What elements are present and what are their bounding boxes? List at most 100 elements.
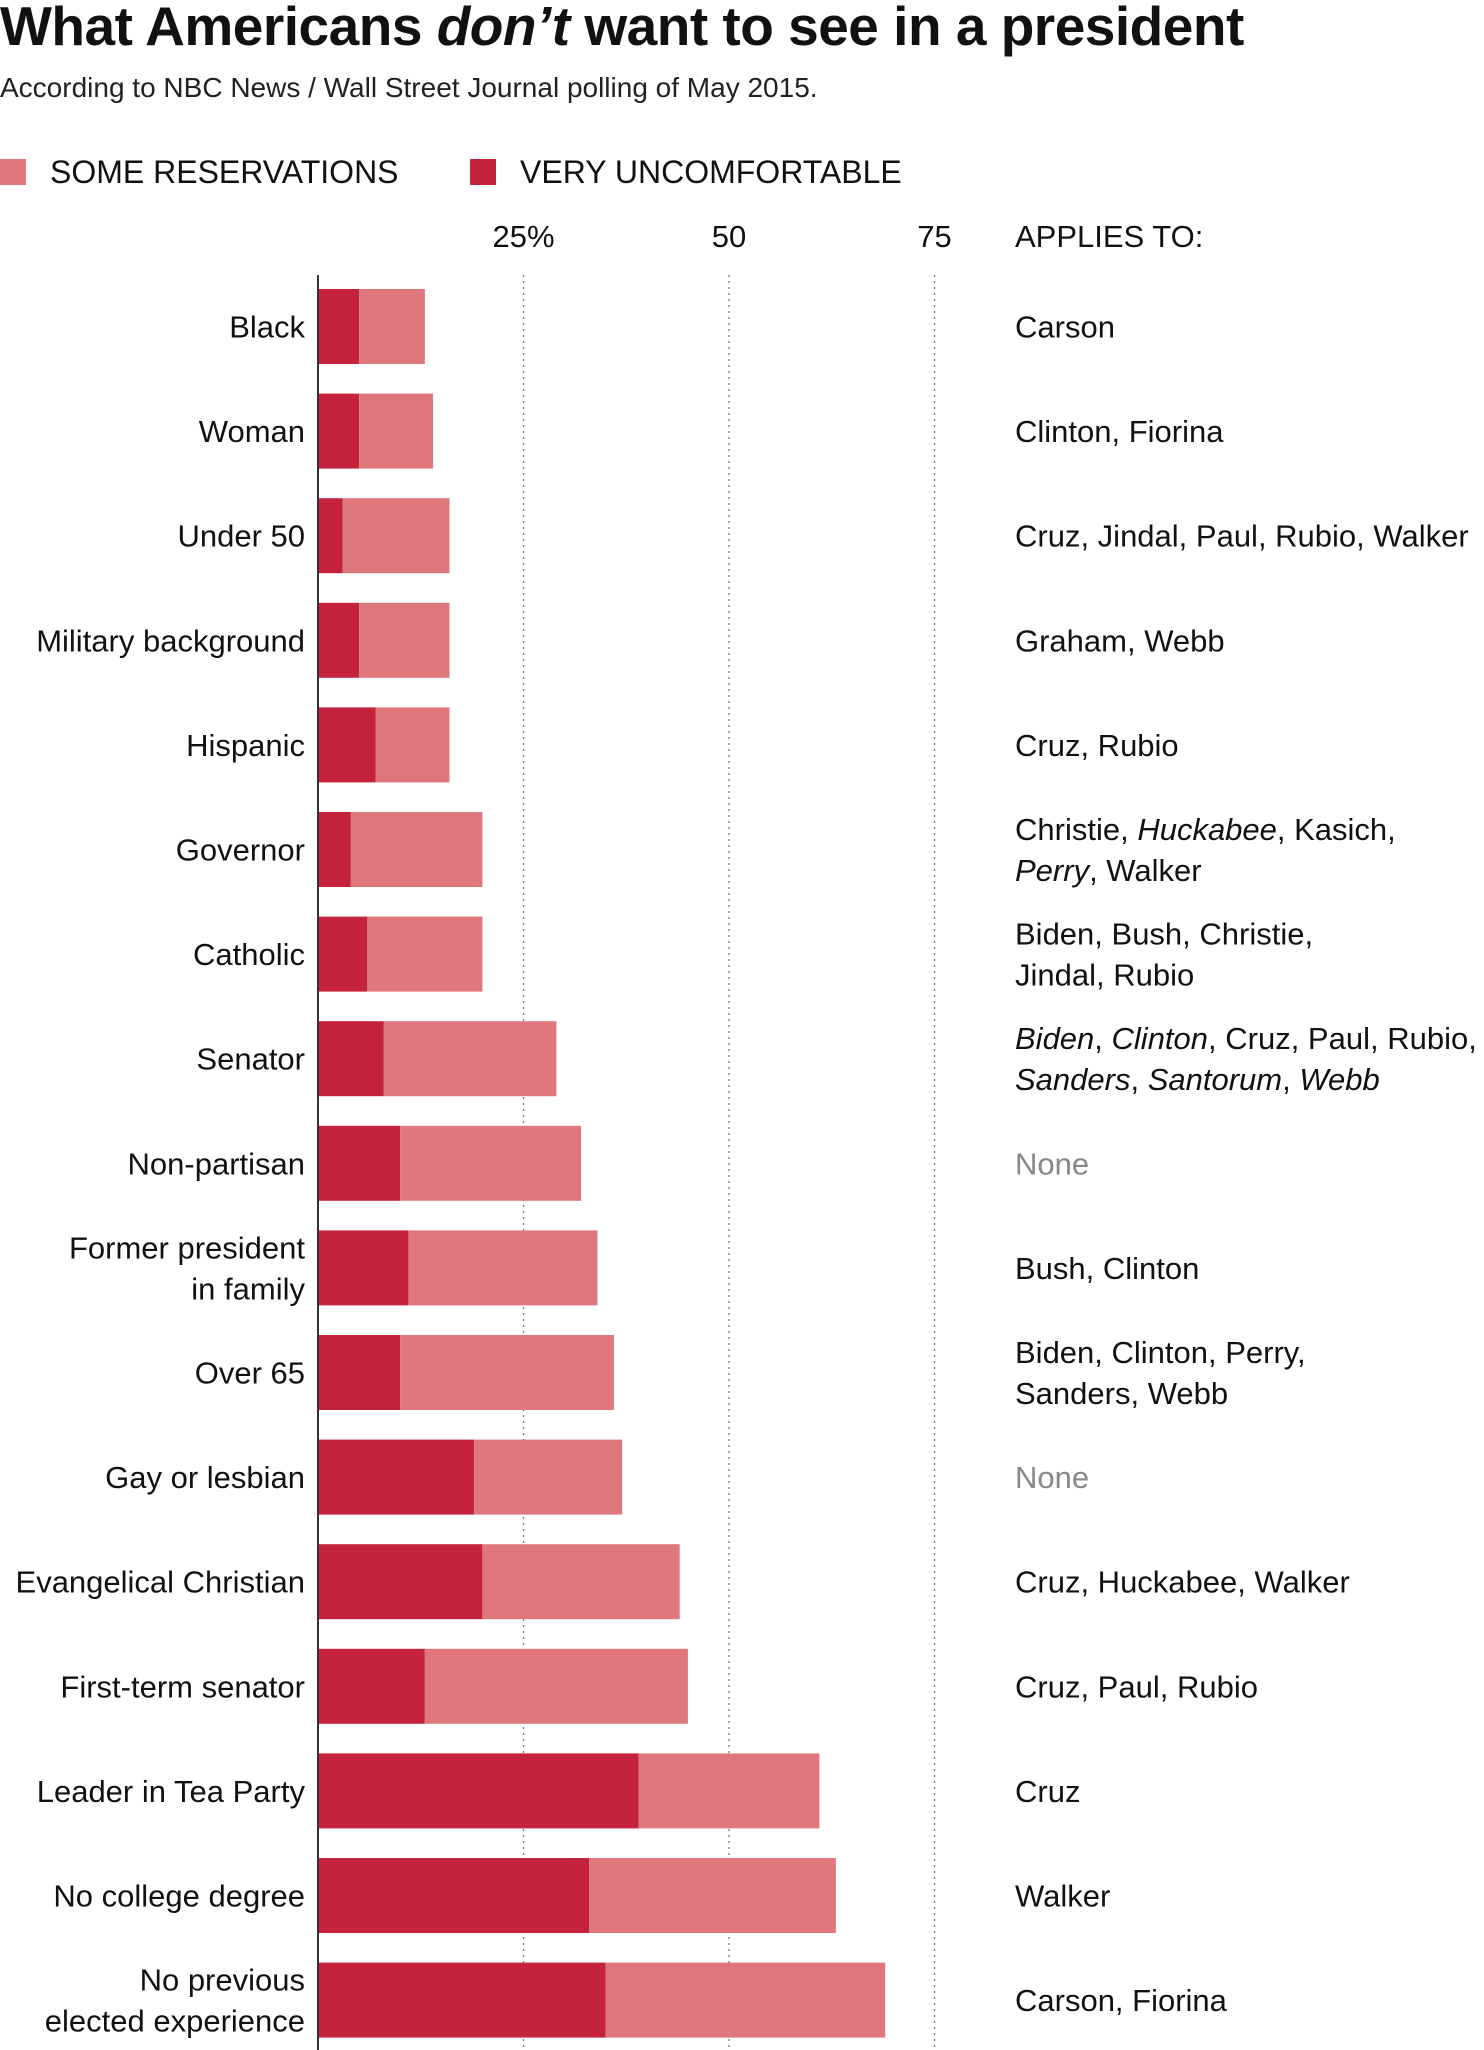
- applies-to-text: Cruz, Paul, Rubio: [1015, 1669, 1258, 1704]
- applies-to-name: Cruz, Huckabee, Walker: [1015, 1565, 1350, 1600]
- category-label: Non-partisan: [128, 1146, 305, 1181]
- bar-some-reservations: [383, 1021, 557, 1097]
- bar-very-uncomfortable: [318, 1648, 425, 1724]
- legend-some-reservations: SOME RESERVATIONS: [0, 152, 399, 192]
- bar-some-reservations: [400, 1125, 582, 1201]
- category-label: Leader in Tea Party: [37, 1774, 306, 1809]
- x-tick-label: 75: [917, 219, 951, 254]
- category-label: Governor: [176, 833, 305, 868]
- applies-to-name: , Cruz, Paul, Rubio,: [1208, 1021, 1477, 1056]
- bar-very-uncomfortable: [318, 1335, 401, 1410]
- applies-to-name: Cruz, Jindal, Paul, Rubio, Walker: [1015, 519, 1469, 554]
- bar-some-reservations: [342, 498, 450, 574]
- applies-to-text: Perry, Walker: [1015, 853, 1202, 888]
- chart-subtitle: According to NBC News / Wall Street Jour…: [0, 72, 818, 103]
- applies-to-text: Cruz: [1015, 1774, 1080, 1809]
- legend-label-some-reservations: SOME RESERVATIONS: [50, 153, 399, 190]
- bar-very-uncomfortable: [318, 602, 360, 678]
- applies-to-name: Perry: [1015, 853, 1092, 888]
- applies-to-text: Biden, Bush, Christie,: [1015, 917, 1313, 952]
- category-label: Former president: [69, 1230, 305, 1265]
- bar-some-reservations: [638, 1753, 820, 1829]
- bar-very-uncomfortable: [318, 393, 360, 469]
- category-label: Woman: [199, 414, 305, 449]
- category-label: Hispanic: [186, 728, 305, 763]
- bar-some-reservations: [400, 1335, 614, 1410]
- applies-to-name: , Walker: [1089, 853, 1202, 888]
- applies-to-name: Carson, Fiorina: [1015, 1983, 1228, 2018]
- applies-to-name: Clinton: [1112, 1021, 1209, 1056]
- applies-to-text: None: [1015, 1146, 1089, 1181]
- applies-to-name: Santorum: [1148, 1062, 1282, 1097]
- applies-to-name: Walker: [1015, 1879, 1110, 1914]
- category-label: elected experience: [45, 2004, 305, 2039]
- bar-very-uncomfortable: [318, 1230, 409, 1306]
- bar-very-uncomfortable: [318, 498, 343, 574]
- applies-to-name: None: [1015, 1460, 1089, 1495]
- applies-to-name: Jindal, Rubio: [1015, 958, 1194, 993]
- bar-some-reservations: [408, 1230, 598, 1306]
- bar-some-reservations: [589, 1858, 836, 1933]
- bar-some-reservations: [359, 393, 434, 469]
- bar-some-reservations: [605, 1962, 886, 2038]
- legend-very-uncomfortable: VERY UNCOMFORTABLE: [470, 152, 902, 192]
- applies-to-name: Biden, Bush, Christie,: [1015, 917, 1313, 952]
- bar-some-reservations: [375, 707, 450, 783]
- applies-to-name: Biden, Clinton, Perry,: [1015, 1335, 1306, 1370]
- applies-to-name: ,: [1130, 1062, 1147, 1097]
- applies-to-text: Biden, Clinton, Perry,: [1015, 1335, 1306, 1370]
- category-label: No college degree: [53, 1879, 305, 1914]
- bar-some-reservations: [367, 916, 483, 992]
- category-label: Military background: [36, 623, 305, 658]
- x-tick-label: 25%: [492, 219, 554, 254]
- bar-very-uncomfortable: [318, 812, 351, 887]
- applies-to-name: Sanders: [1015, 1062, 1130, 1097]
- category-label: Under 50: [177, 519, 305, 554]
- category-label: in family: [191, 1271, 305, 1306]
- applies-to-text: Carson: [1015, 310, 1115, 345]
- applies-to-name: Carson: [1015, 310, 1115, 345]
- applies-to-header: APPLIES TO:: [1015, 219, 1203, 254]
- bar-very-uncomfortable: [318, 1021, 384, 1097]
- applies-to-name: Biden: [1015, 1021, 1094, 1056]
- applies-to-name: , Kasich,: [1277, 812, 1396, 847]
- applies-to-text: Walker: [1015, 1879, 1110, 1914]
- category-label: No previous: [140, 1963, 305, 1998]
- applies-to-text: Jindal, Rubio: [1015, 958, 1194, 993]
- applies-to-text: Sanders, Webb: [1015, 1376, 1228, 1411]
- applies-to-text: Cruz, Jindal, Paul, Rubio, Walker: [1015, 519, 1469, 554]
- applies-to-name: Cruz, Rubio: [1015, 728, 1179, 763]
- applies-to-name: ,: [1282, 1062, 1299, 1097]
- applies-to-name: Christie,: [1015, 812, 1137, 847]
- legend-swatch-some-reservations: [0, 159, 26, 185]
- chart-title: What Americans don’t want to see in a pr…: [0, 0, 1244, 57]
- bar-some-reservations: [359, 602, 450, 678]
- applies-to-name: ,: [1094, 1021, 1111, 1056]
- category-label: Senator: [196, 1042, 305, 1077]
- category-label: Catholic: [193, 937, 305, 972]
- bar-very-uncomfortable: [318, 1753, 639, 1829]
- applies-to-name: Bush, Clinton: [1015, 1251, 1199, 1286]
- category-label: Over 65: [195, 1356, 305, 1391]
- category-label: Black: [229, 310, 305, 345]
- category-label: First-term senator: [60, 1669, 305, 1704]
- applies-to-text: Christie, Huckabee, Kasich,: [1015, 812, 1396, 847]
- bar-very-uncomfortable: [318, 1439, 475, 1515]
- applies-to-name: Cruz, Paul, Rubio: [1015, 1669, 1258, 1704]
- bar-very-uncomfortable: [318, 1858, 590, 1933]
- bar-very-uncomfortable: [318, 289, 360, 364]
- bar-some-reservations: [482, 1544, 680, 1620]
- applies-to-name: Graham, Webb: [1015, 623, 1225, 658]
- bar-very-uncomfortable: [318, 916, 368, 992]
- applies-to-text: Carson, Fiorina: [1015, 1983, 1228, 2018]
- applies-to-name: Clinton, Fiorina: [1015, 414, 1224, 449]
- bar-very-uncomfortable: [318, 707, 376, 783]
- x-tick-label: 50: [712, 219, 746, 254]
- bar-some-reservations: [424, 1648, 688, 1724]
- applies-to-text: None: [1015, 1460, 1089, 1495]
- bar-some-reservations: [474, 1439, 623, 1515]
- legend-label-very-uncomfortable: VERY UNCOMFORTABLE: [520, 153, 902, 190]
- applies-to-name: Sanders, Webb: [1015, 1376, 1228, 1411]
- applies-to-name: None: [1015, 1146, 1089, 1181]
